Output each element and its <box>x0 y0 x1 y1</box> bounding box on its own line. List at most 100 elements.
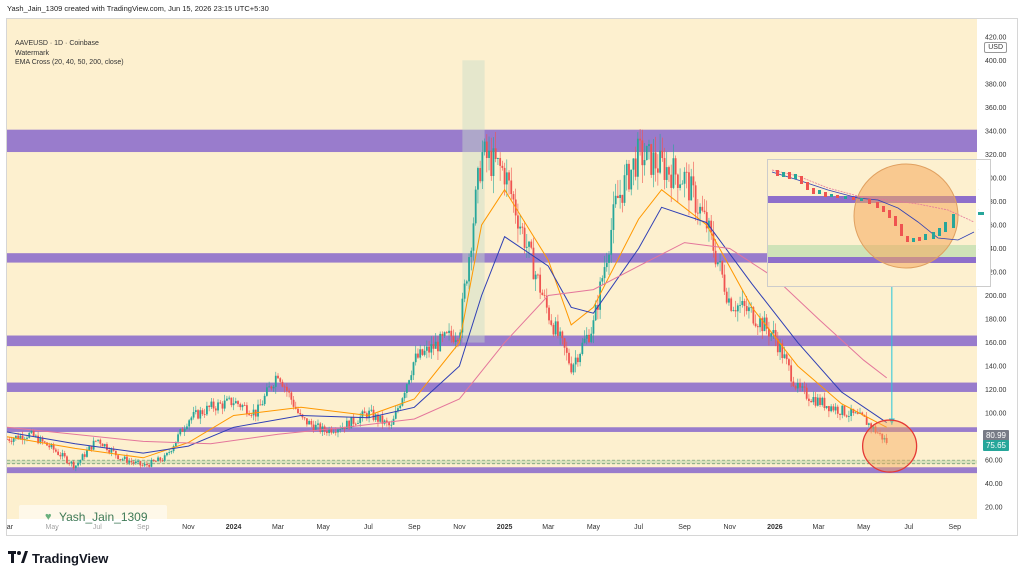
candle-body <box>881 433 884 440</box>
candle-body <box>330 428 333 433</box>
candle-body <box>865 416 868 425</box>
candle-body <box>694 185 697 213</box>
candle-body <box>799 383 801 388</box>
candle-body <box>623 175 626 203</box>
tradingview-branding[interactable]: TradingView <box>8 548 108 568</box>
candle-body <box>665 167 668 180</box>
candle-body <box>628 163 630 190</box>
candle-body <box>519 226 522 229</box>
candle-body <box>150 459 153 467</box>
candle-body <box>52 444 55 450</box>
candle-body <box>208 405 211 408</box>
tradingview-brand-name: TradingView <box>32 550 109 566</box>
candle-body <box>410 375 413 381</box>
candle-body <box>339 429 342 430</box>
candle-body <box>77 462 79 466</box>
candle-body <box>683 171 686 184</box>
candle-body <box>99 439 102 444</box>
candle-body <box>650 144 653 175</box>
candle-body <box>403 392 406 399</box>
candle-body <box>792 381 795 387</box>
candle-body <box>21 435 24 440</box>
candle-body <box>148 465 151 467</box>
candle-body <box>503 167 506 185</box>
candle-body <box>832 406 835 411</box>
candle-body <box>279 378 282 382</box>
candle-body <box>505 172 508 185</box>
candle-body <box>132 462 135 464</box>
candle-body <box>494 148 497 159</box>
candle-body <box>588 334 590 343</box>
candle-body <box>39 437 42 444</box>
candle-body <box>867 423 870 425</box>
candle-body <box>854 412 857 414</box>
candle-body <box>701 206 704 211</box>
y-tick-label: 60.00 <box>985 458 1003 465</box>
candle-body <box>32 430 35 437</box>
candle-body <box>772 330 775 334</box>
candle-body <box>428 346 430 353</box>
candle-body <box>188 420 191 427</box>
candle-body <box>876 432 879 434</box>
candle-body <box>174 441 177 447</box>
candle-body <box>539 274 542 293</box>
candle-body <box>337 429 339 433</box>
candle-body <box>532 247 535 280</box>
candle-body <box>363 411 366 414</box>
candle-body <box>290 392 293 400</box>
x-tick-label: Sep <box>408 524 421 531</box>
candle-body <box>412 362 415 376</box>
candle-body <box>534 274 537 280</box>
candle-body <box>168 452 171 454</box>
candle-body <box>512 194 515 200</box>
candle-body <box>725 291 728 303</box>
currency-label[interactable]: USD <box>984 42 1007 53</box>
candle-body <box>848 416 850 417</box>
inset-chart: · · · · · <box>767 159 991 287</box>
candle-body <box>372 409 375 420</box>
candle-body <box>112 448 115 451</box>
candle-body <box>594 305 597 321</box>
candle-body <box>823 397 826 409</box>
candle-body <box>214 408 217 411</box>
candle-body <box>812 397 815 403</box>
candle-body <box>477 168 479 190</box>
candle-body <box>288 390 291 393</box>
candle-body <box>790 365 793 382</box>
candle-body <box>785 354 788 360</box>
candle-body <box>192 412 195 418</box>
svg-text:·: · <box>978 167 979 171</box>
candle-body <box>781 343 784 359</box>
candle-body <box>110 448 113 453</box>
candle-body <box>648 144 650 147</box>
candle-body <box>576 357 579 363</box>
candle-body <box>117 455 119 460</box>
candle-body <box>523 227 526 248</box>
candle-body <box>745 306 748 312</box>
candle-body <box>581 342 584 354</box>
candle-body <box>652 152 655 175</box>
candle-body <box>883 437 886 440</box>
candle-body <box>741 301 744 305</box>
candle-body <box>610 229 613 255</box>
candle-body <box>83 454 86 457</box>
resistance-zone <box>7 129 977 153</box>
candle-body <box>272 386 275 389</box>
candle-body <box>468 257 470 282</box>
candle-body <box>285 386 288 391</box>
candle-body <box>696 212 699 214</box>
candle-body <box>323 426 326 432</box>
candle-body <box>357 423 359 424</box>
candle-body <box>674 158 677 175</box>
candle-body <box>659 150 661 173</box>
candle-body <box>374 414 377 420</box>
chart-area[interactable]: 20.0040.0060.0080.00100.00120.00140.0016… <box>6 18 1018 536</box>
candle-body <box>370 409 373 411</box>
candle-body <box>210 401 213 408</box>
candle-body <box>405 384 408 393</box>
candle-body <box>345 420 348 429</box>
candle-body <box>634 158 637 177</box>
candle-body <box>379 415 382 422</box>
candle-body <box>461 298 464 333</box>
candle-body <box>819 397 821 405</box>
